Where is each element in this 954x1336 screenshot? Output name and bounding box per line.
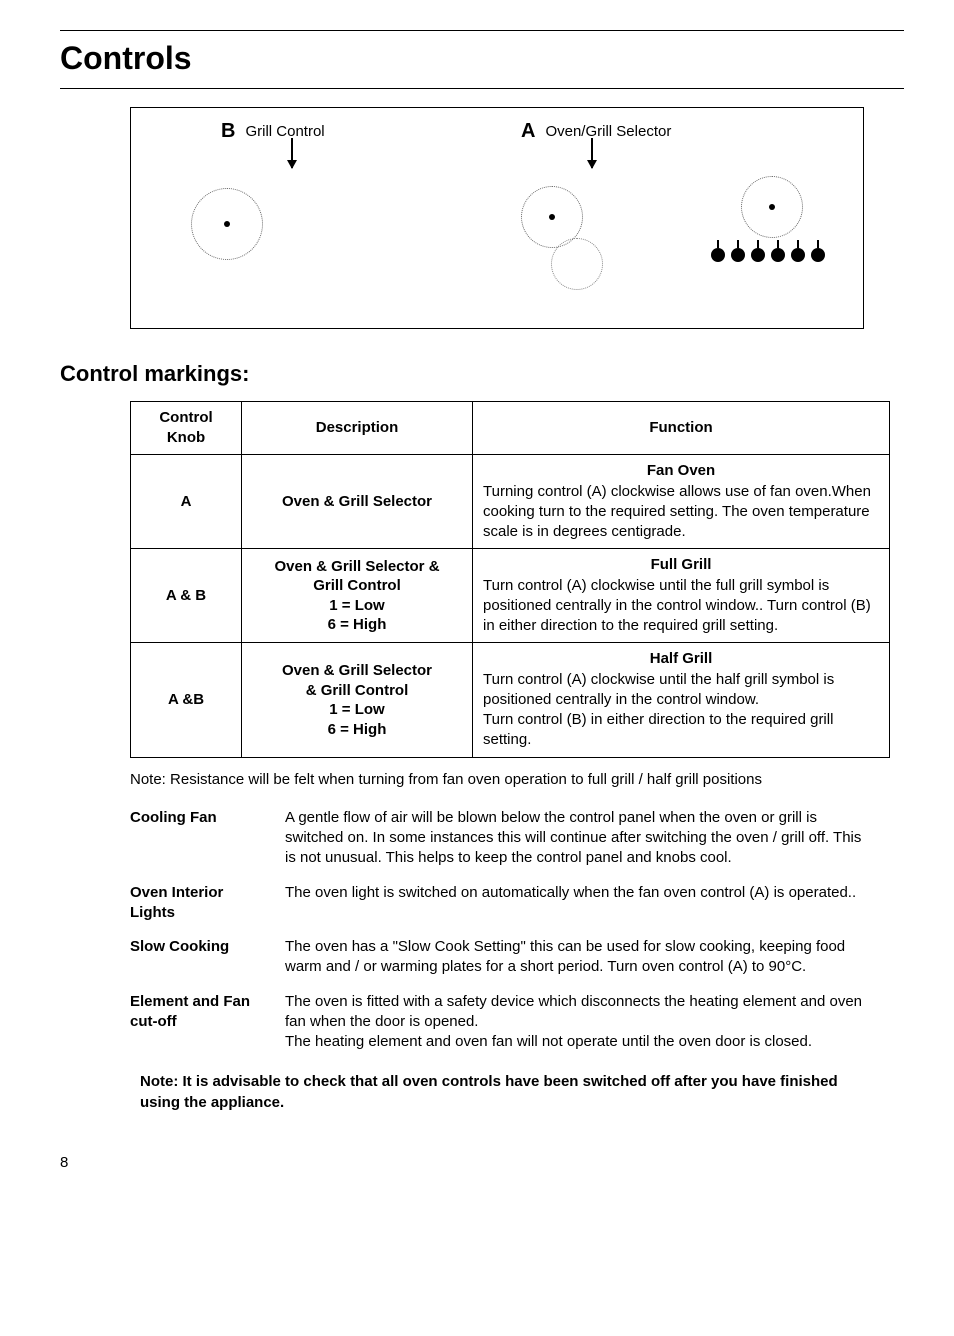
list-item: Oven Interior Lights The oven light is sw… <box>130 883 864 924</box>
list-item-label: Element and Fan cut-off <box>130 992 265 1053</box>
table-cell-knob: A & B <box>131 549 242 643</box>
diagram-label-a-text: Oven/Grill Selector <box>545 122 671 142</box>
table-header-desc: Description <box>242 401 473 455</box>
list-item-label: Oven Interior Lights <box>130 883 265 924</box>
list-item-label: Cooling Fan <box>130 808 265 869</box>
panel-dots <box>711 248 825 262</box>
diagram-label-b-text: Grill Control <box>245 122 324 142</box>
diagram-label-b: B Grill Control <box>221 118 325 145</box>
list-item-text: A gentle flow of air will be blown below… <box>285 808 864 869</box>
knob-sketch-small <box>551 238 603 290</box>
table-cell-knob: A &B <box>131 643 242 757</box>
knob-sketch-c <box>741 176 803 238</box>
diagram-label-a: A Oven/Grill Selector <box>521 118 671 145</box>
table-cell-desc: Oven & Grill Selector &Grill Control1 = … <box>242 549 473 643</box>
table-row: AOven & Grill SelectorFan OvenTurning co… <box>131 455 890 549</box>
list-item: Cooling Fan A gentle flow of air will be … <box>130 808 864 869</box>
table-cell-knob: A <box>131 455 242 549</box>
bottom-note: Note: It is advisable to check that all … <box>140 1072 864 1113</box>
table-cell-func: Full GrillTurn control (A) clockwise unt… <box>473 549 890 643</box>
table-cell-desc: Oven & Grill Selector& Grill Control1 = … <box>242 643 473 757</box>
table-cell-func: Half GrillTurn control (A) clockwise unt… <box>473 643 890 757</box>
diagram-label-b-letter: B <box>221 118 235 145</box>
controls-table: Control Knob Description Function AOven … <box>130 401 890 758</box>
diagram-label-a-letter: A <box>521 118 535 145</box>
table-row: A & BOven & Grill Selector &Grill Contro… <box>131 549 890 643</box>
controls-diagram: B Grill Control A Oven/Grill Selector <box>130 107 864 329</box>
knob-sketch-b <box>191 188 263 260</box>
table-header-knob: Control Knob <box>131 401 242 455</box>
page-title: Controls <box>60 30 904 89</box>
page-number: 8 <box>60 1153 904 1173</box>
list-item-text: The oven has a "Slow Cook Setting" this … <box>285 937 864 978</box>
list-item-label: Slow Cooking <box>130 937 265 978</box>
section-title: Control markings: <box>60 359 904 389</box>
table-note: Note: Resistance will be felt when turni… <box>130 770 864 790</box>
table-cell-desc: Oven & Grill Selector <box>242 455 473 549</box>
table-row: A &BOven & Grill Selector& Grill Control… <box>131 643 890 757</box>
list-item: Element and Fan cut-off The oven is fitte… <box>130 992 864 1053</box>
list-item-text: The oven is fitted with a safety device … <box>285 992 864 1053</box>
arrow-icon <box>591 138 593 168</box>
arrow-icon <box>291 138 293 168</box>
list-item-text: The oven light is switched on automatica… <box>285 883 864 924</box>
list-item: Slow Cooking The oven has a "Slow Cook Se… <box>130 937 864 978</box>
table-cell-func: Fan OvenTurning control (A) clockwise al… <box>473 455 890 549</box>
table-header-func: Function <box>473 401 890 455</box>
